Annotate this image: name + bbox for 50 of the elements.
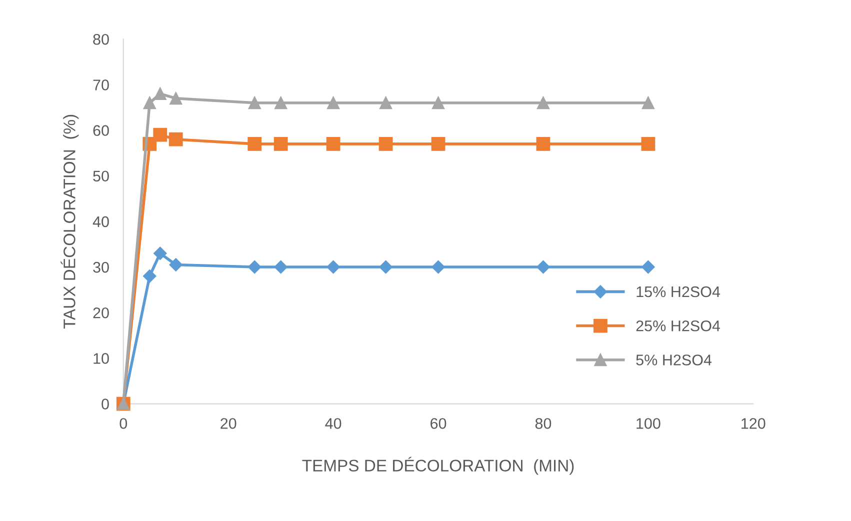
y-axis-title: TAUX DÉCOLORATION (%) [60,114,79,329]
point [536,260,550,274]
y-tick-label: 70 [93,80,109,90]
point [143,96,156,110]
x-tick-label: 40 [325,418,342,429]
y-tick-label: 80 [93,34,109,45]
y-tick-label: 20 [93,307,109,318]
point [641,136,656,151]
y-tick-label: 60 [93,125,109,136]
point [248,260,262,274]
point [642,260,655,274]
point [168,132,183,146]
point [379,260,392,274]
point [432,260,445,274]
y-tick-label: 10 [94,353,109,364]
point [431,136,446,151]
point [248,136,262,151]
point [432,96,445,110]
x-tick-label: 60 [430,418,446,429]
x-axis-title: TEMPS DE DÉCOLORATION (MIN) [302,456,574,475]
point [248,96,261,110]
legend-label: 15% H2SO4 [636,286,720,298]
point [154,88,166,100]
point [536,136,550,151]
x-tick-label: 20 [220,418,236,429]
point [143,270,156,283]
point [326,136,340,151]
point [380,96,392,110]
point [642,96,654,110]
point [153,128,168,142]
y-tick-label: 0 [102,398,109,410]
x-tick-label: 120 [742,418,766,429]
point [154,246,167,260]
point [274,260,288,274]
point [378,136,393,151]
point [274,136,288,151]
y-tick-label: 40 [92,216,109,228]
point [326,260,340,274]
y-tick-label: 50 [93,170,109,182]
point [170,92,182,105]
legend-label: 25% H2SO4 [636,320,720,332]
y-tick-label: 30 [93,262,109,273]
point [327,96,340,110]
x-tick-label: 80 [535,418,552,429]
legend-label: 5% H2SO4 [636,354,712,366]
point [274,96,288,110]
x-tick-label: 100 [636,418,660,429]
x-tick-label: 0 [120,418,128,429]
point [536,96,550,110]
point [169,258,182,272]
